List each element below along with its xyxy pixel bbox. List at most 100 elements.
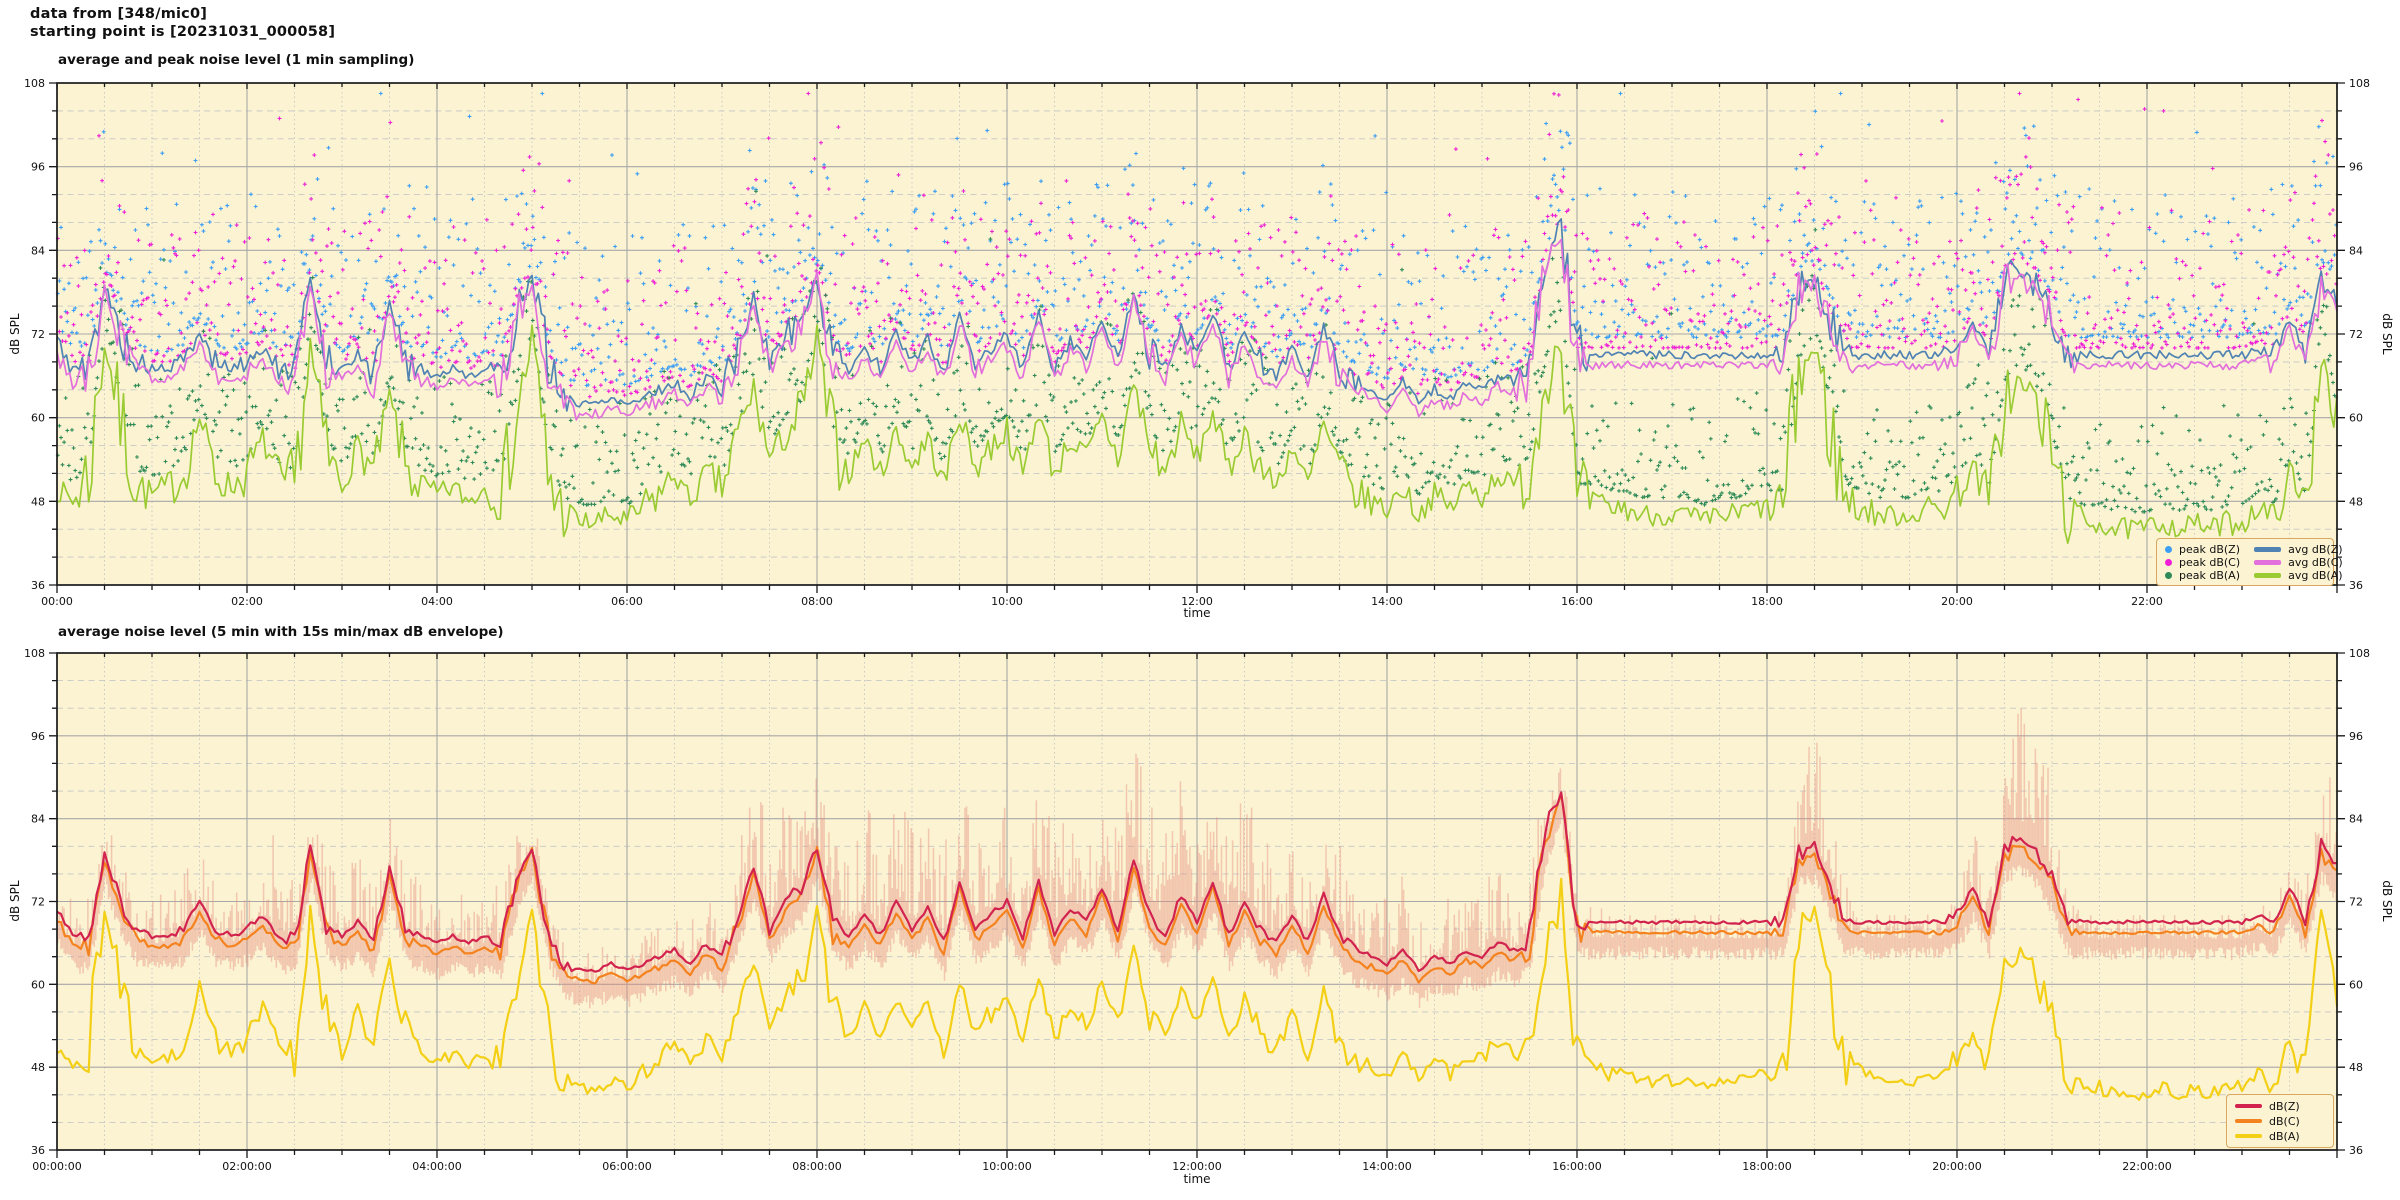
- y-tick-label-right: 96: [2349, 161, 2363, 174]
- legend-column-lines: dB(Z) dB(C) dB(A): [2235, 1099, 2300, 1143]
- dbz-marker: [2235, 1103, 2262, 1109]
- y-tick-label-left: 36: [31, 579, 45, 592]
- line-db-c-: [56, 793, 2338, 985]
- y-tick-label-right: 84: [2349, 813, 2363, 826]
- x-tick-label: 10:00: [991, 595, 1023, 608]
- x-tick-label: 14:00: [1371, 595, 1403, 608]
- y-tick-label-right: 84: [2349, 244, 2363, 257]
- y-tick-label-left: 48: [31, 1061, 45, 1074]
- x-tick-label: 22:00:00: [2122, 1160, 2171, 1173]
- legend-item: dB(A): [2235, 1129, 2300, 1143]
- legend-item: avg dB(C): [2254, 556, 2343, 569]
- y-tick-label-right: 108: [2349, 77, 2370, 90]
- x-tick-label: 20:00: [1941, 595, 1973, 608]
- legend-item: avg dB(A): [2254, 569, 2343, 582]
- x-tick-label: 18:00:00: [1742, 1160, 1791, 1173]
- y-tick-label-right: 36: [2349, 1144, 2363, 1157]
- x-tick-label: 18:00: [1751, 595, 1783, 608]
- legend-column-peaks: peak dB(Z) peak dB(C) peak dB(A): [2165, 543, 2240, 582]
- x-tick-label: 08:00: [801, 595, 833, 608]
- y-tick-label-right: 48: [2349, 495, 2363, 508]
- y-tick-label-left: 108: [24, 647, 45, 660]
- avg-dba-marker: [2254, 573, 2282, 578]
- y-tick-label-right: 60: [2349, 978, 2363, 991]
- legend-label: dB(Z): [2269, 1099, 2300, 1113]
- legend-item: peak dB(A): [2165, 569, 2240, 582]
- line-db-a-: [56, 877, 2339, 1101]
- legend-item: dB(Z): [2235, 1099, 2300, 1113]
- x-tick-label: 20:00:00: [1932, 1160, 1981, 1173]
- y-tick-label-right: 60: [2349, 412, 2363, 425]
- legend-item: avg dB(Z): [2254, 543, 2343, 556]
- dba-marker: [2235, 1133, 2262, 1139]
- x-tick-label: 16:00: [1561, 595, 1593, 608]
- x-tick-label: 14:00:00: [1362, 1160, 1411, 1173]
- legend-label: avg dB(C): [2288, 556, 2343, 569]
- x-tick-label: 12:00: [1181, 595, 1213, 608]
- x-tick-label: 00:00:00: [32, 1160, 81, 1173]
- legend-label: peak dB(Z): [2179, 543, 2241, 556]
- top-chart-xlabel: time: [1183, 606, 1211, 620]
- legend-label: peak dB(A): [2179, 569, 2240, 582]
- y-tick-label-right: 108: [2349, 647, 2370, 660]
- avg-dbz-marker: [2254, 547, 2282, 552]
- y-tick-label-left: 108: [24, 77, 45, 90]
- bottom-chart-legend: dB(Z) dB(C) dB(A): [2226, 1094, 2334, 1148]
- legend-label: dB(A): [2269, 1129, 2300, 1143]
- legend-label: avg dB(A): [2288, 569, 2343, 582]
- x-tick-label: 02:00:00: [222, 1160, 271, 1173]
- top-chart-ylabel-left: dB SPL: [8, 313, 22, 355]
- y-tick-label-left: 60: [31, 978, 45, 991]
- y-tick-label-left: 48: [31, 495, 45, 508]
- legend-label: avg dB(Z): [2288, 543, 2343, 556]
- y-tick-label-left: 96: [31, 730, 45, 743]
- axis-ticks: [49, 652, 2345, 1158]
- bottom-chart-title: average noise level (5 min with 15s min/…: [58, 624, 504, 640]
- peak-dba-marker: [2165, 572, 2172, 579]
- y-tick-label-left: 84: [31, 813, 45, 826]
- legend-column-avg: avg dB(Z) avg dB(C) avg dB(A): [2254, 543, 2343, 582]
- x-tick-label: 04:00:00: [412, 1160, 461, 1173]
- legend-item: dB(C): [2235, 1114, 2300, 1128]
- line-db-z-: [56, 791, 2337, 973]
- header-start-point: starting point is [20231031_000058]: [30, 24, 336, 40]
- bottom-chart-xlabel: time: [1183, 1172, 1211, 1186]
- legend-label: dB(C): [2269, 1114, 2300, 1128]
- x-tick-label: 00:00: [41, 595, 73, 608]
- y-tick-label-left: 72: [31, 896, 45, 909]
- x-tick-label: 16:00:00: [1552, 1160, 1601, 1173]
- y-tick-label-left: 60: [31, 412, 45, 425]
- y-tick-label-left: 36: [31, 1144, 45, 1157]
- line-avg-db-z-: [56, 218, 2338, 412]
- legend-item: peak dB(C): [2165, 556, 2240, 569]
- x-tick-label: 06:00:00: [602, 1160, 651, 1173]
- chart-1: 00:00:00 02:00:00 04:00:00 06:00:00 08:00:00…: [24, 647, 2370, 1173]
- line-avg-db-a-: [56, 324, 2338, 545]
- peak-dbc-marker: [2165, 559, 2172, 566]
- avg-dbc-marker: [2254, 560, 2282, 565]
- legend-item: peak dB(Z): [2165, 543, 2240, 556]
- x-tick-label: 12:00:00: [1172, 1160, 1221, 1173]
- y-tick-label-right: 96: [2349, 730, 2363, 743]
- bottom-chart-ylabel-right: dB SPL: [2380, 880, 2394, 922]
- y-tick-label-right: 72: [2349, 328, 2363, 341]
- axis-ticks: [49, 82, 2345, 593]
- header-source: data from [348/mic0]: [30, 6, 208, 22]
- x-tick-label: 02:00: [231, 595, 263, 608]
- x-tick-label: 10:00:00: [982, 1160, 1031, 1173]
- x-tick-label: 22:00: [2131, 595, 2163, 608]
- bottom-chart-ylabel-left: dB SPL: [8, 880, 22, 922]
- x-tick-label: 06:00: [611, 595, 643, 608]
- x-tick-label: 08:00:00: [792, 1160, 841, 1173]
- y-tick-label-right: 48: [2349, 1061, 2363, 1074]
- top-chart-ylabel-right: dB SPL: [2380, 313, 2394, 355]
- top-chart-legend: peak dB(Z) peak dB(C) peak dB(A) avg dB(…: [2156, 538, 2343, 586]
- dbc-marker: [2235, 1118, 2262, 1124]
- x-tick-label: 04:00: [421, 595, 453, 608]
- legend-label: peak dB(C): [2179, 556, 2241, 569]
- chart-0: 00:00 02:00 04:00 06:00 08:00 10:00 12:00 14:00…: [24, 77, 2370, 608]
- y-tick-label-left: 96: [31, 161, 45, 174]
- y-tick-label-right: 36: [2349, 579, 2363, 592]
